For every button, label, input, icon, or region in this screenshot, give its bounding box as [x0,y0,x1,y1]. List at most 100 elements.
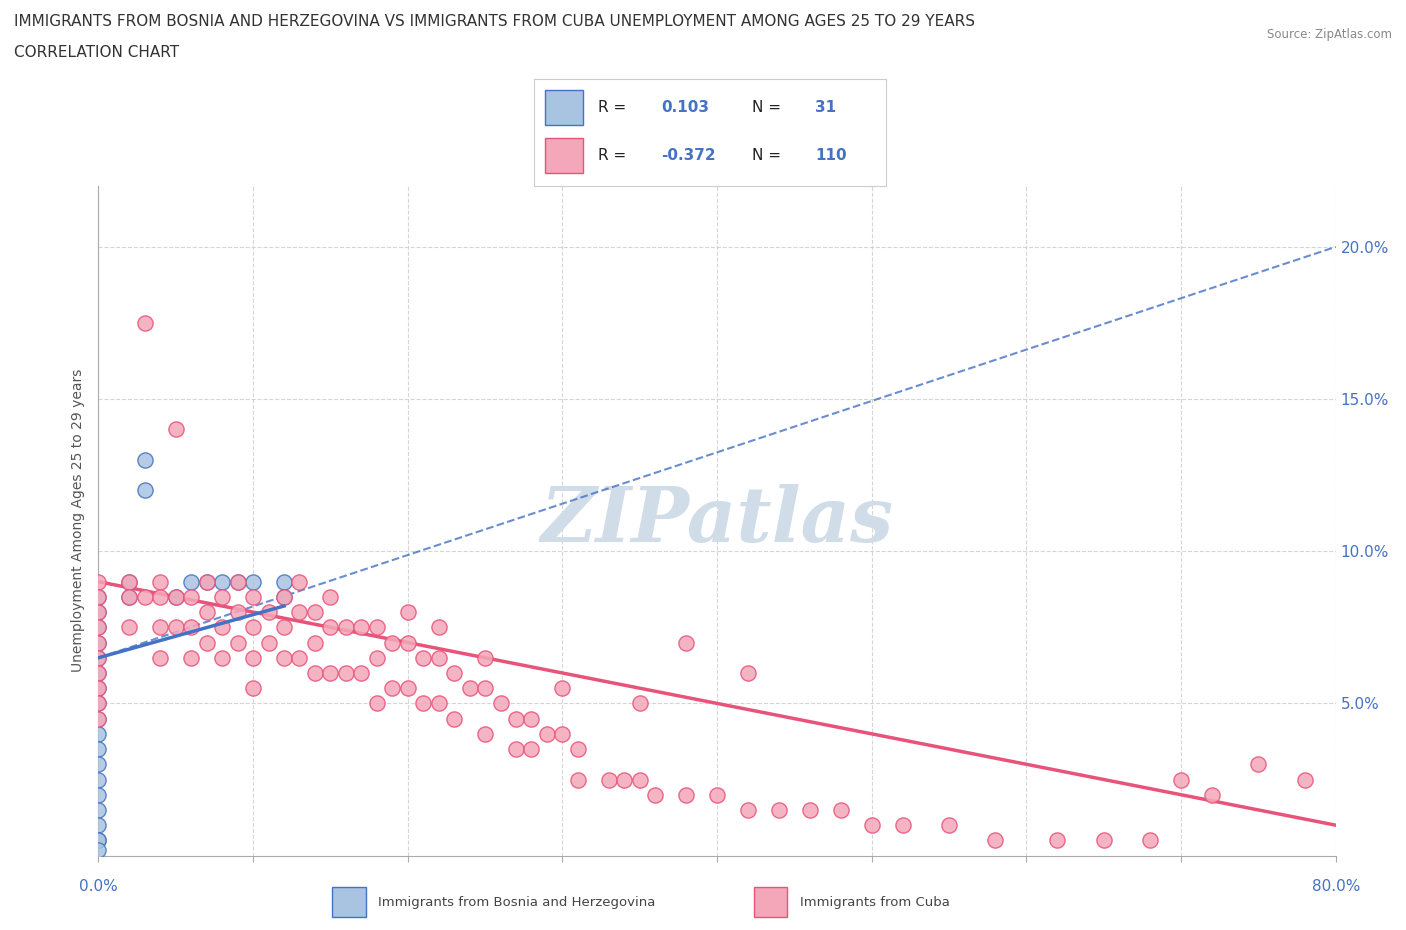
Point [1092,833,1115,848]
Point [87,666,110,681]
Point [149,574,172,589]
Text: CORRELATION CHART: CORRELATION CHART [14,45,179,60]
Point [273,650,295,665]
Point [87,590,110,604]
Text: N =: N = [752,100,782,115]
Text: R =: R = [598,100,626,115]
Point [474,650,496,665]
Point [319,620,342,635]
Point [87,574,110,589]
FancyBboxPatch shape [754,887,787,917]
Point [350,620,373,635]
Text: IMMIGRANTS FROM BOSNIA AND HERZEGOVINA VS IMMIGRANTS FROM CUBA UNEMPLOYMENT AMON: IMMIGRANTS FROM BOSNIA AND HERZEGOVINA V… [14,14,974,29]
Point [304,635,326,650]
Point [87,635,110,650]
Point [474,726,496,741]
Point [273,620,295,635]
Point [427,696,450,711]
Text: Immigrants from Bosnia and Herzegovina: Immigrants from Bosnia and Herzegovina [378,896,655,909]
Point [195,635,218,650]
Point [87,696,110,711]
Point [87,681,110,696]
Point [273,590,295,604]
Point [628,772,651,787]
Point [799,803,821,817]
FancyBboxPatch shape [332,887,366,917]
Point [242,620,264,635]
Text: -0.372: -0.372 [661,148,716,163]
Point [87,833,110,848]
Point [304,604,326,619]
Text: Source: ZipAtlas.com: Source: ZipAtlas.com [1267,28,1392,41]
Point [87,726,110,741]
Point [489,696,512,711]
Point [1170,772,1192,787]
Point [257,604,280,619]
Point [180,590,202,604]
Text: 80.0%: 80.0% [1312,879,1360,894]
Point [288,574,311,589]
Point [536,726,558,741]
Point [87,620,110,635]
Point [211,650,233,665]
Point [443,666,465,681]
Point [87,803,110,817]
Point [273,590,295,604]
Point [366,696,388,711]
Point [165,620,187,635]
Point [628,696,651,711]
Point [381,681,404,696]
Point [87,757,110,772]
Point [706,788,728,803]
Point [180,574,202,589]
Point [396,635,419,650]
Text: 31: 31 [815,100,837,115]
Point [891,817,914,832]
Point [644,788,666,803]
Point [1139,833,1161,848]
Point [242,650,264,665]
Y-axis label: Unemployment Among Ages 25 to 29 years: Unemployment Among Ages 25 to 29 years [72,369,86,672]
Point [273,574,295,589]
Point [226,574,249,589]
Point [87,635,110,650]
Point [458,681,481,696]
Point [257,635,280,650]
Point [551,681,574,696]
Point [87,604,110,619]
Point [195,574,218,589]
Point [165,590,187,604]
Point [149,650,172,665]
Point [87,650,110,665]
Point [551,726,574,741]
Point [675,635,697,650]
Point [396,604,419,619]
Point [505,711,527,726]
Point [288,604,311,619]
Point [366,650,388,665]
Point [87,666,110,681]
Point [319,590,342,604]
Point [443,711,465,726]
Point [180,620,202,635]
Point [87,681,110,696]
Text: ZIPat​las: ZIPat​las [540,484,894,558]
Point [211,620,233,635]
Point [87,590,110,604]
Point [149,590,172,604]
Point [412,650,434,665]
Point [195,604,218,619]
Point [87,620,110,635]
Point [87,833,110,848]
Point [87,842,110,857]
Point [87,650,110,665]
Point [87,788,110,803]
Point [226,635,249,650]
Point [87,817,110,832]
Point [1046,833,1069,848]
Point [520,711,543,726]
Point [87,741,110,756]
Point [984,833,1007,848]
Point [427,620,450,635]
Point [412,696,434,711]
